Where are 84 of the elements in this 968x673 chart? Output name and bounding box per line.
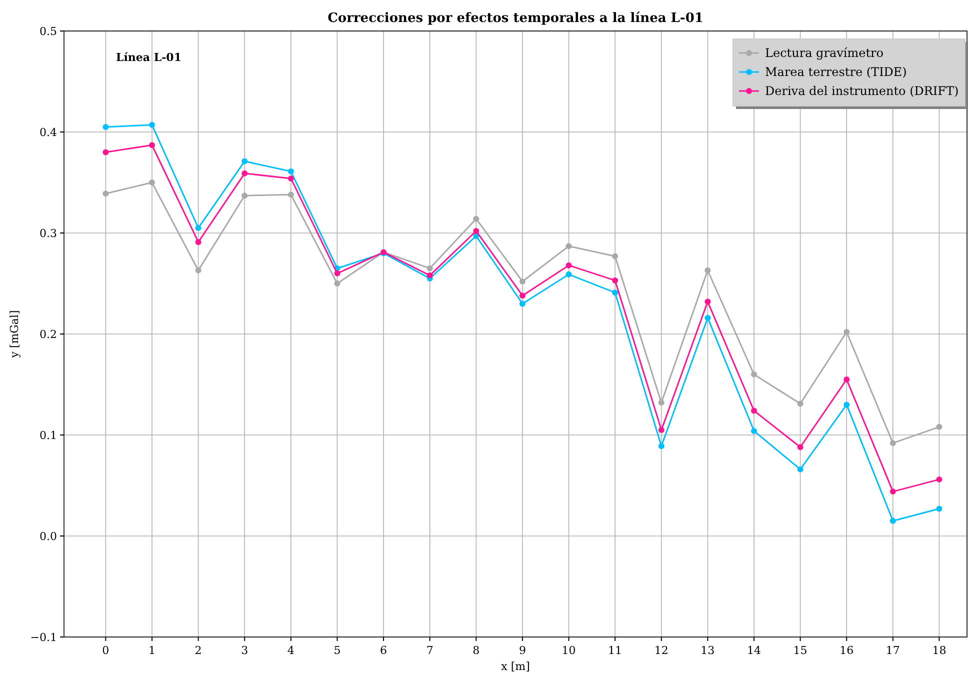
x-tick-label: 1	[148, 644, 156, 657]
point	[704, 267, 711, 274]
point	[519, 292, 526, 299]
point	[797, 400, 804, 407]
point	[704, 298, 711, 305]
point	[519, 278, 526, 284]
point	[890, 518, 896, 524]
point	[658, 400, 664, 406]
point	[936, 476, 942, 482]
point	[148, 142, 155, 148]
point	[242, 170, 248, 176]
x-tick-label: 15	[793, 644, 808, 657]
x-tick-label: 8	[472, 644, 480, 657]
point	[612, 253, 618, 260]
y-tick-label: −0.1	[30, 631, 57, 644]
point	[426, 272, 433, 278]
x-axis-title: x [m]	[501, 660, 530, 673]
point	[936, 506, 942, 512]
point	[844, 328, 850, 335]
point	[844, 402, 850, 408]
legend-label: Deriva del instrumento (DRIFT)	[765, 84, 959, 98]
x-tick-label: 14	[746, 644, 761, 657]
x-tick-label: 0	[102, 644, 110, 657]
legend-label: Lectura gravímetro	[765, 46, 884, 60]
y-tick-label: 0.1	[40, 429, 57, 442]
point	[148, 180, 155, 186]
x-tick-label: 5	[334, 644, 341, 657]
point	[658, 426, 664, 433]
point	[844, 376, 850, 382]
point	[750, 428, 757, 434]
point	[566, 243, 572, 250]
y-tick-label: 0.4	[40, 126, 57, 139]
point	[242, 192, 248, 199]
x-tick-label: 11	[608, 644, 622, 657]
y-tick-label: 0.2	[40, 328, 57, 341]
chart-title: Correcciones por efectos temporales a la línea L-01	[328, 11, 704, 26]
x-tick-label: 6	[380, 644, 388, 657]
x-tick-label: 2	[194, 644, 202, 657]
point	[195, 224, 202, 231]
point	[426, 265, 433, 272]
point	[519, 300, 526, 307]
point	[658, 443, 664, 450]
point	[242, 158, 248, 164]
point	[890, 488, 896, 495]
point	[566, 271, 572, 278]
point	[334, 270, 340, 276]
x-tick-label: 10	[562, 644, 576, 657]
point	[148, 122, 155, 128]
point	[288, 168, 294, 174]
annotation: Línea L-01	[116, 51, 182, 64]
point	[288, 175, 294, 182]
x-tick-label: 16	[840, 644, 854, 657]
point	[612, 277, 618, 284]
point	[102, 149, 109, 156]
x-tick-label: 13	[700, 644, 715, 657]
point	[102, 124, 109, 130]
point	[288, 192, 294, 198]
point	[334, 280, 340, 286]
x-tick-label: 3	[241, 644, 248, 657]
point	[473, 228, 480, 234]
y-tick-label: 0.0	[40, 530, 57, 543]
x-tick-label: 17	[886, 644, 900, 657]
x-tick-label: 7	[426, 644, 434, 657]
point	[750, 408, 757, 414]
point	[936, 424, 942, 430]
point	[473, 216, 480, 222]
point	[566, 262, 572, 268]
y-tick-label: 0.3	[40, 227, 57, 240]
point	[195, 239, 202, 246]
point	[797, 466, 804, 472]
x-tick-label: 9	[518, 644, 526, 657]
point	[704, 314, 711, 321]
y-axis-title: y [mGal]	[8, 310, 21, 359]
x-tick-label: 12	[654, 644, 668, 657]
point	[797, 444, 804, 450]
point	[195, 267, 202, 274]
point	[890, 440, 896, 446]
y-tick-label: 0.5	[40, 25, 57, 38]
x-tick-label: 18	[932, 644, 946, 657]
point	[750, 371, 757, 378]
point	[612, 290, 618, 296]
x-tick-label: 4	[287, 644, 294, 657]
point	[102, 190, 109, 197]
legend-label: Marea terrestre (TIDE)	[765, 65, 907, 79]
